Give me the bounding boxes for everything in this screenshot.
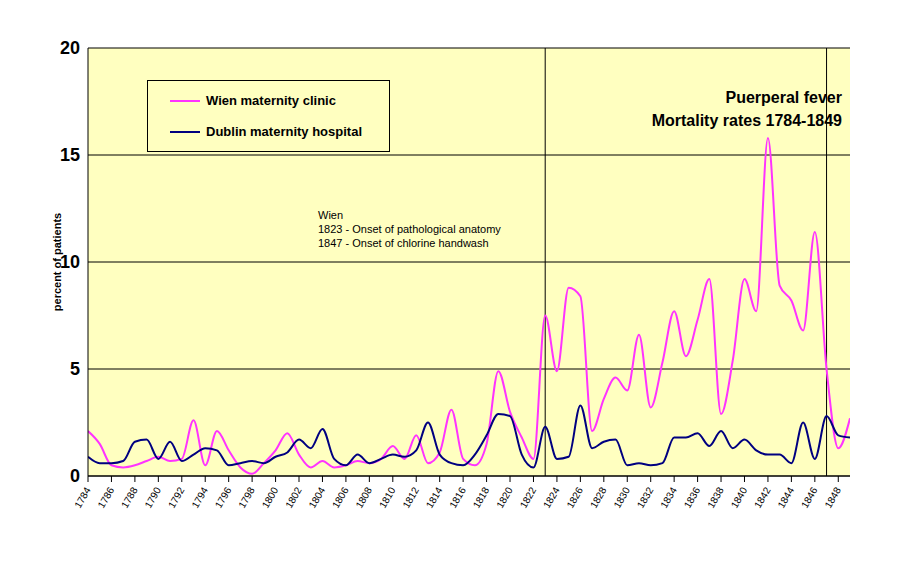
svg-text:1820: 1820	[494, 485, 515, 510]
svg-text:1796: 1796	[213, 485, 234, 510]
svg-text:1840: 1840	[729, 485, 750, 510]
svg-text:1836: 1836	[682, 485, 703, 510]
html-text:Mortality rates 1784-1849: Mortality rates 1784-1849	[651, 112, 842, 129]
svg-text:1790: 1790	[142, 485, 163, 510]
svg-text:1830: 1830	[611, 485, 632, 510]
html-text:Wien maternity clinic: Wien maternity clinic	[206, 93, 336, 108]
svg-text:5: 5	[70, 359, 80, 379]
svg-text:1784: 1784	[72, 485, 93, 510]
svg-text:1832: 1832	[635, 485, 656, 510]
svg-text:1816: 1816	[447, 485, 468, 510]
svg-text:1844: 1844	[775, 485, 796, 510]
svg-text:1842: 1842	[752, 485, 773, 510]
svg-text:1848: 1848	[822, 485, 843, 510]
svg-text:1804: 1804	[307, 485, 328, 510]
svg-text:1838: 1838	[705, 485, 726, 510]
svg-text:10: 10	[60, 252, 80, 273]
svg-text:1798: 1798	[236, 485, 257, 510]
html-text:1847 - Onset of chlorine handw: 1847 - Onset of chlorine handwash	[318, 237, 489, 249]
svg-text:1812: 1812	[400, 485, 421, 510]
svg-text:1794: 1794	[189, 485, 210, 510]
svg-text:0: 0	[70, 466, 80, 486]
svg-text:20: 20	[60, 38, 80, 58]
html-text:percent of patients: percent of patients	[51, 212, 63, 312]
svg-text:1846: 1846	[799, 485, 820, 510]
svg-text:1806: 1806	[330, 485, 351, 510]
svg-text:1828: 1828	[588, 485, 609, 510]
html-text:Puerperal fever: Puerperal fever	[725, 89, 842, 106]
svg-text:1824: 1824	[541, 485, 562, 510]
svg-text:1786: 1786	[96, 485, 117, 510]
svg-text:1802: 1802	[283, 485, 304, 510]
svg-text:1818: 1818	[471, 485, 492, 510]
svg-text:1810: 1810	[377, 485, 398, 510]
svg-text:1814: 1814	[424, 485, 445, 510]
html-text:1823 - Onset of pathological a: 1823 - Onset of pathological anatomy	[318, 223, 501, 235]
svg-text:15: 15	[60, 145, 80, 165]
svg-text:1808: 1808	[353, 485, 374, 510]
svg-text:1800: 1800	[260, 485, 281, 510]
svg-text:1788: 1788	[119, 485, 140, 510]
svg-text:1826: 1826	[564, 485, 585, 510]
html-text:Dublin maternity hospital: Dublin maternity hospital	[206, 124, 362, 139]
svg-text:1822: 1822	[518, 485, 539, 510]
svg-text:1834: 1834	[658, 485, 679, 510]
html-text:Wien: Wien	[318, 209, 344, 221]
svg-text:1792: 1792	[166, 485, 187, 510]
